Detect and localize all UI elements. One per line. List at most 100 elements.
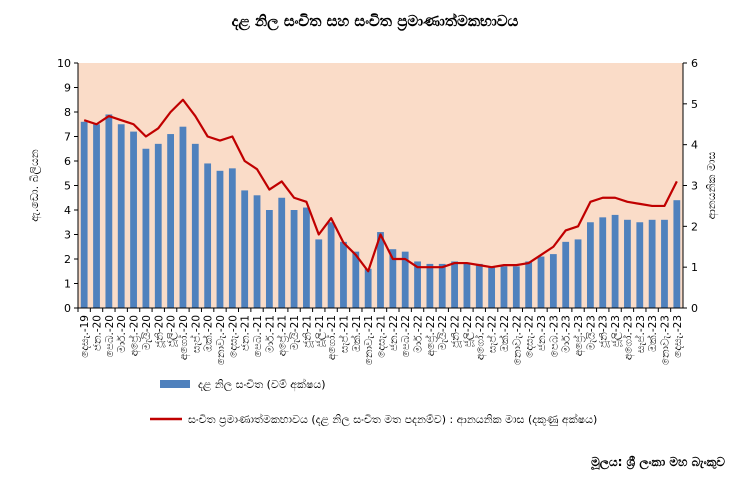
x-tick-label: ජූලි-22	[462, 315, 475, 348]
right-tick-label: 3	[691, 180, 698, 193]
x-tick-label: ඔක්.-22	[497, 315, 511, 352]
bar-12	[228, 168, 236, 308]
x-tick-label: දෙසැ.-20	[227, 315, 239, 358]
x-tick-label: දෙසැ.-23	[672, 315, 684, 358]
chart-title: දළ නිල සංචිත සහ සංචිත ප්‍රමාණාත්මකභාවය	[232, 12, 519, 32]
left-tick-label: 10	[57, 57, 71, 70]
bar-0	[80, 121, 88, 308]
bar-8	[179, 126, 187, 308]
x-tick-label: ජන.-22	[388, 315, 400, 351]
x-tick-label: නොවැ.-22	[511, 315, 523, 365]
bar-32	[475, 263, 483, 308]
bar-2	[105, 114, 113, 308]
x-tick-label: මාර්.-23	[560, 315, 573, 353]
right-tick-label: 4	[691, 139, 698, 152]
right-tick-label: 0	[691, 302, 698, 315]
x-tick-label: අගෝ.-22	[472, 315, 487, 360]
x-tick-label: ජන.-21	[240, 315, 252, 351]
right-axis-label: ආනයනික මාස	[705, 152, 719, 220]
x-tick-label: සැප්.-23	[633, 315, 647, 353]
bar-7	[167, 134, 174, 308]
left-tick-label: 3	[64, 229, 71, 242]
bar-35	[512, 266, 520, 308]
x-tick-label: ඔක්.-23	[645, 315, 659, 352]
x-tick-label: මැයි-22	[437, 315, 449, 350]
bar-44	[624, 219, 631, 308]
legend-bar-label: දළ නිල සංචිත (වම් අක්ෂය)	[198, 377, 326, 392]
x-tick-label: පෙබ.-22	[400, 315, 412, 357]
bar-9	[191, 143, 199, 308]
bar-41	[587, 222, 594, 308]
x-tick-label: මැයි-20	[141, 315, 153, 350]
x-tick-label: නොවැ.-21	[363, 315, 375, 365]
bar-27	[414, 261, 421, 308]
x-tick-label: දෙසැ.-21	[376, 315, 388, 358]
right-tick-label: 2	[691, 220, 698, 233]
x-tick-label: දෙසැ.-19	[79, 315, 91, 358]
x-tick-label: පෙබ.-20	[104, 315, 116, 357]
left-tick-label: 0	[64, 302, 71, 315]
legend-bar-swatch	[160, 380, 190, 388]
bar-22	[352, 251, 360, 308]
bar-24	[377, 232, 384, 308]
bar-14	[253, 195, 261, 308]
left-tick-label: 6	[64, 155, 71, 168]
bar-31	[463, 263, 471, 308]
x-tick-label: සැප්.-20	[188, 315, 202, 353]
x-tick-label: ජූලි-23	[610, 315, 623, 348]
x-tick-label: මාර්.-22	[412, 315, 425, 353]
x-tick-label: මැයි-21	[289, 315, 301, 350]
bar-47	[661, 219, 668, 308]
bar-5	[142, 148, 150, 308]
bar-6	[154, 143, 162, 308]
legend: දළ නිල සංචිත (වම් අක්ෂය) සංචිත ප්‍රමාණාත…	[150, 377, 597, 427]
x-tick-label: ජූලි-21	[314, 315, 327, 348]
x-tick-label: අප්‍රේ.-23	[571, 315, 586, 356]
left-axis-label: ඇ.ඩො. බිලියන	[28, 149, 42, 221]
bar-29	[438, 263, 446, 308]
bar-43	[611, 214, 619, 308]
source-note: මූලය: ශ්‍රී ලංකා මහ බැංකුව	[591, 455, 726, 471]
x-tick-label: ජූනි-23	[598, 315, 610, 349]
right-tick-label: 1	[691, 261, 698, 274]
x-tick-label: පෙබ.-21	[252, 315, 264, 357]
bar-17	[290, 210, 298, 308]
bar-13	[241, 190, 249, 308]
bar-40	[574, 239, 582, 308]
bar-20	[327, 222, 335, 308]
bar-37	[537, 256, 545, 308]
left-tick-label: 8	[64, 106, 71, 119]
right-tick-label: 6	[691, 57, 698, 70]
right-tick-label: 5	[691, 98, 698, 111]
x-tick-label: ජූනි-20	[153, 315, 165, 349]
bar-18	[303, 207, 310, 308]
bar-25	[389, 249, 397, 308]
bar-10	[204, 163, 212, 308]
bar-21	[340, 241, 347, 308]
x-tick-label: මාර්.-20	[115, 315, 128, 353]
x-tick-label: අප්‍රේ.-22	[423, 315, 438, 356]
x-tick-label: ජූනි-21	[301, 315, 313, 349]
x-tick-label: ජන.-20	[92, 315, 104, 351]
x-tick-label: පෙබ.-23	[548, 315, 560, 357]
x-tick-label: අප්‍රේ.-20	[126, 315, 141, 356]
bar-42	[599, 217, 607, 308]
bar-28	[426, 263, 434, 308]
left-tick-label: 5	[64, 180, 71, 193]
left-tick-label: 1	[64, 278, 71, 291]
bar-16	[278, 197, 286, 308]
bar-3	[117, 124, 125, 308]
x-tick-label: ඔක්.-21	[349, 315, 363, 352]
bar-15	[265, 210, 273, 308]
x-tick-label: ජන.-23	[536, 315, 548, 351]
x-tick-label: මැයි-23	[585, 315, 597, 350]
x-tick-label: මාර්.-21	[263, 315, 276, 353]
x-tick-label: සැප්.-22	[485, 315, 499, 353]
left-tick-label: 9	[64, 82, 71, 95]
bar-11	[216, 170, 224, 308]
legend-line-label: සංචිත ප්‍රමාණාත්මකභාවය (දළ නිල සංචිත මත …	[188, 412, 597, 427]
x-tick-label: නොවැ.-20	[215, 315, 227, 365]
bar-38	[549, 254, 557, 308]
x-tick-label: ඔක්.-20	[201, 315, 215, 352]
